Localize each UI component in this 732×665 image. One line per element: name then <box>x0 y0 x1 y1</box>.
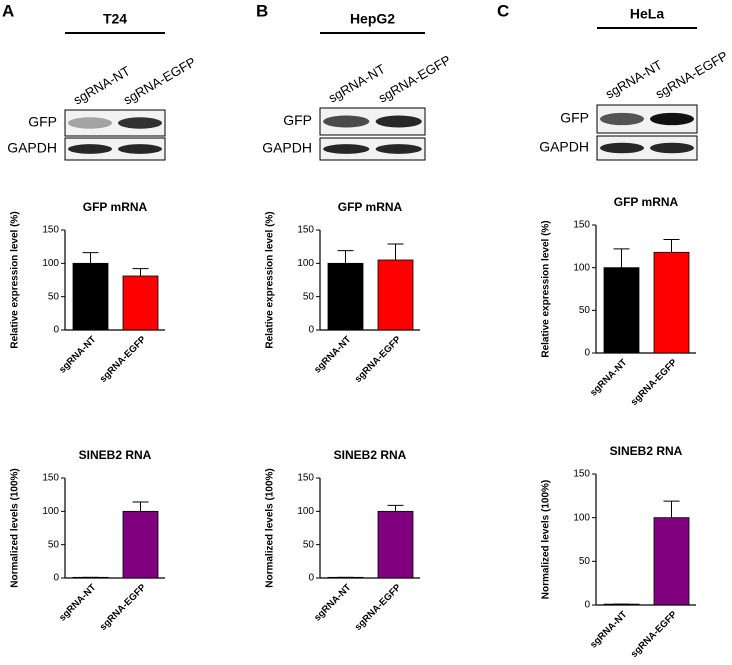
blot-label: GAPDH <box>7 140 57 156</box>
y-tick-label: 150 <box>42 225 59 236</box>
error-bar <box>132 501 149 512</box>
x-tick-label: sgRNA-EGFP <box>629 357 680 408</box>
y-tick-label: 100 <box>297 506 314 517</box>
y-tick-label: 100 <box>42 258 59 269</box>
lane-label: sgRNA-EGFP <box>121 54 199 107</box>
panel-letter: A <box>2 1 14 20</box>
blot-label: GFP <box>28 114 57 130</box>
blot-box <box>319 137 426 161</box>
cell-line: T24 <box>103 11 127 27</box>
bar <box>327 262 364 331</box>
blot-label: GAPDH <box>262 140 312 156</box>
y-tick-label: 0 <box>53 573 59 584</box>
blot-band <box>118 117 162 129</box>
y-axis-label: Normalized levels (100%) <box>541 480 552 600</box>
y-tick-label: 100 <box>573 512 590 523</box>
cell-line: HeLa <box>630 6 664 22</box>
bar <box>72 262 109 331</box>
y-axis-label: Relative expression level (%) <box>541 220 552 357</box>
y-tick-label: 0 <box>308 573 314 584</box>
error-bar <box>82 252 99 264</box>
y-axis-label: Normalized levels (100%) <box>10 468 21 588</box>
bar <box>122 275 159 331</box>
x-tick-label: sgRNA-EGFP <box>98 334 149 385</box>
y-tick-label: 50 <box>579 305 591 316</box>
chart-title: GFP mRNA <box>614 195 679 209</box>
blot-band <box>323 115 370 128</box>
chart-title: GFP mRNA <box>83 200 148 214</box>
blot-band <box>323 144 370 154</box>
bar <box>377 510 414 579</box>
blot-band <box>68 144 112 154</box>
cell-line: HepG2 <box>350 11 395 27</box>
y-tick-label: 100 <box>42 506 59 517</box>
bar <box>653 251 690 354</box>
y-tick-label: 50 <box>579 556 591 567</box>
y-tick-label: 150 <box>42 473 59 484</box>
chart-title: SINEB2 RNA <box>610 444 683 458</box>
x-tick-label: sgRNA-NT <box>588 357 630 399</box>
blot-label: GFP <box>283 112 312 128</box>
blot-box <box>64 137 166 161</box>
x-tick-label: sgRNA-EGFP <box>629 609 680 660</box>
bar <box>122 510 159 579</box>
error-bar <box>337 250 354 264</box>
chart-title: GFP mRNA <box>338 200 403 214</box>
bar <box>653 517 690 606</box>
x-tick-label: sgRNA-EGFP <box>98 582 149 633</box>
x-tick-label: sgRNA-NT <box>588 609 630 651</box>
error-bar <box>613 248 630 268</box>
x-tick-label: sgRNA-EGFP <box>353 582 404 633</box>
y-axis-label: Relative expression level (%) <box>265 211 276 348</box>
panel-letter: C <box>497 1 509 20</box>
y-tick-label: 0 <box>53 325 59 336</box>
blot-band <box>375 115 422 128</box>
y-axis-label: Normalized levels (100%) <box>265 468 276 588</box>
blot-band <box>650 142 694 154</box>
error-bar <box>132 268 149 276</box>
y-tick-label: 50 <box>303 539 315 550</box>
blot-band <box>375 144 422 154</box>
y-tick-label: 150 <box>573 469 590 480</box>
blot-band <box>650 112 694 126</box>
blot-label: GAPDH <box>539 139 589 155</box>
x-tick-label: sgRNA-NT <box>57 334 99 376</box>
error-bar <box>387 243 404 260</box>
y-axis-label: Relative expression level (%) <box>10 211 21 348</box>
error-bar <box>663 239 680 253</box>
y-tick-label: 100 <box>573 262 590 273</box>
y-tick-label: 150 <box>573 220 590 231</box>
blot-label: GFP <box>560 110 589 126</box>
blot-band <box>68 117 112 129</box>
y-tick-label: 50 <box>48 539 60 550</box>
blot-band <box>600 142 644 154</box>
y-tick-label: 0 <box>584 348 590 359</box>
x-tick-label: sgRNA-NT <box>312 582 354 624</box>
y-tick-label: 50 <box>48 291 60 302</box>
y-tick-label: 50 <box>303 291 315 302</box>
blot-band <box>118 144 162 154</box>
bar <box>603 267 640 354</box>
y-tick-label: 0 <box>584 600 590 611</box>
y-tick-label: 150 <box>297 225 314 236</box>
y-tick-label: 0 <box>308 325 314 336</box>
chart-title: SINEB2 RNA <box>79 448 152 462</box>
error-bar <box>387 504 404 512</box>
y-tick-label: 100 <box>297 258 314 269</box>
lane-label: sgRNA-EGFP <box>376 52 454 105</box>
x-tick-label: sgRNA-EGFP <box>353 334 404 385</box>
y-tick-label: 150 <box>297 473 314 484</box>
lane-label: sgRNA-EGFP <box>653 48 731 101</box>
error-bar <box>663 500 680 518</box>
bar <box>377 259 414 331</box>
chart-title: SINEB2 RNA <box>334 448 407 462</box>
x-tick-label: sgRNA-NT <box>312 334 354 376</box>
x-tick-label: sgRNA-NT <box>57 582 99 624</box>
blot-band <box>600 112 644 126</box>
panel-letter: B <box>256 1 268 20</box>
